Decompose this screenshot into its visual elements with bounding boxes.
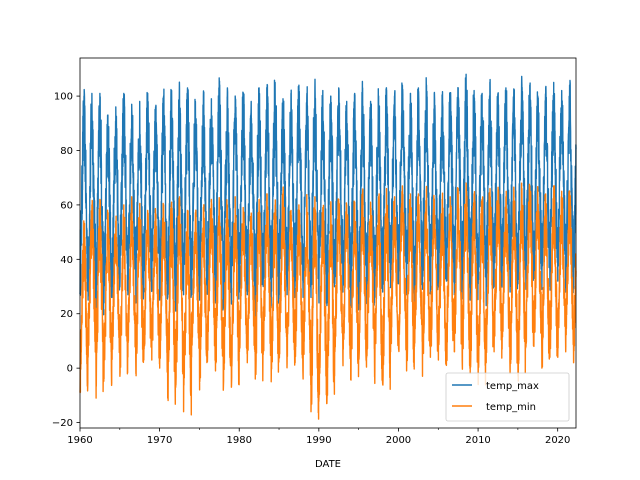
legend-label-temp-max: temp_max [486, 381, 539, 392]
x-axis: 1960 1970 1980 1990 2000 2010 2020 [67, 428, 570, 446]
x-tick-label-1960: 1960 [67, 435, 92, 446]
legend[interactable]: temp_max temp_min [445, 372, 570, 422]
legend-box [445, 372, 570, 422]
x-tick-label-1970: 1970 [147, 435, 172, 446]
y-tick-label--20: −20 [52, 418, 73, 429]
x-tick-label-1980: 1980 [227, 435, 252, 446]
y-axis: −20 0 20 40 60 80 100 [52, 92, 80, 429]
y-tick-label-100: 100 [54, 92, 73, 103]
plot-lines [79, 73, 577, 420]
series-line-temp-max [79, 73, 577, 318]
series-line-temp-min [79, 182, 577, 420]
y-tick-label-0: 0 [67, 364, 73, 375]
y-tick-label-80: 80 [60, 146, 73, 157]
x-tick-label-2000: 2000 [386, 435, 411, 446]
x-axis-label: DATE [315, 459, 341, 470]
plot-frame [79, 57, 577, 429]
legend-label-temp-min: temp_min [486, 402, 536, 413]
x-tick-label-1990: 1990 [306, 435, 331, 446]
y-tick-label-40: 40 [60, 255, 73, 266]
y-tick-label-60: 60 [60, 200, 73, 211]
x-tick-label-2010: 2010 [465, 435, 490, 446]
x-tick-label-2020: 2020 [545, 435, 570, 446]
y-tick-label-20: 20 [60, 309, 73, 320]
